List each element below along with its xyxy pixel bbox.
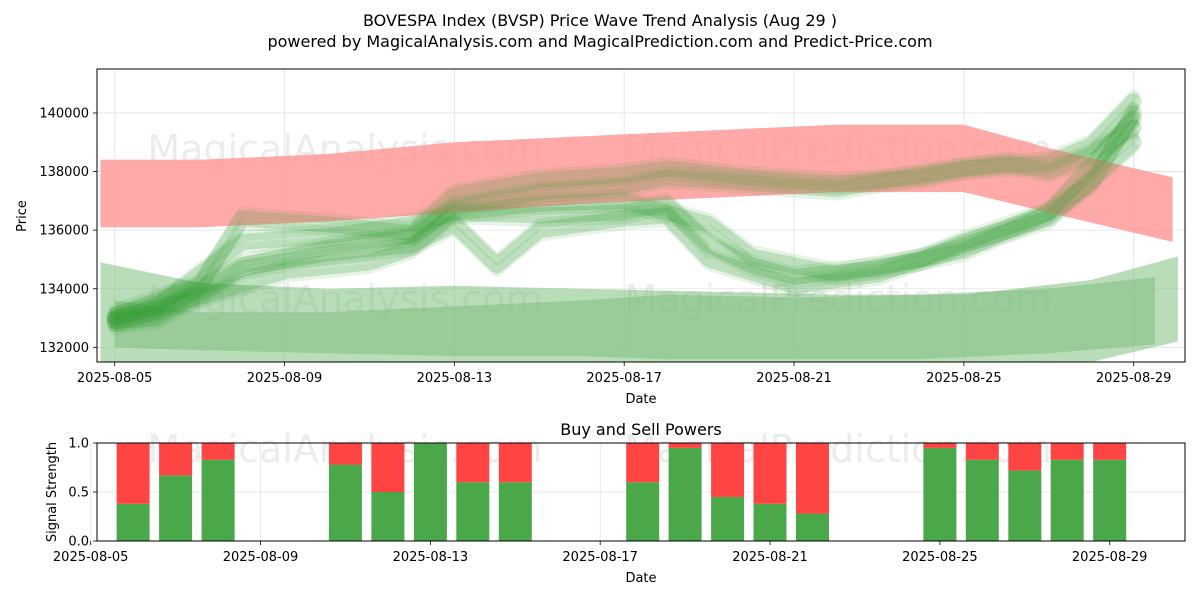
wave-stroke xyxy=(109,101,1140,318)
sell-bar xyxy=(498,443,532,483)
wave-stroke xyxy=(109,119,1140,330)
sell-bar xyxy=(923,443,957,448)
price-xtick-label: 2025-08-13 xyxy=(417,371,493,386)
price-xtick-label: 2025-08-05 xyxy=(77,371,153,386)
buy-bar xyxy=(328,464,362,541)
price-axis-ticks: 2025-08-05 2025-08-09 2025-08-13 2025-08-17… xyxy=(39,106,1171,386)
price-xtick-label: 2025-08-25 xyxy=(926,371,1002,386)
wave-stroke xyxy=(109,113,1140,330)
buy-bar xyxy=(1050,459,1084,541)
buy-bar xyxy=(1093,459,1127,541)
chart-subtitle: powered by MagicalAnalysis.com and Magic… xyxy=(267,32,932,51)
buy-bar xyxy=(456,482,490,541)
sell-bar xyxy=(159,443,193,476)
price-axes-frame xyxy=(96,68,1186,363)
powers-bars xyxy=(116,443,1127,541)
sell-bar xyxy=(796,443,829,514)
price-ylabel: Price xyxy=(15,200,30,232)
series-green-wave-1 xyxy=(106,116,1142,336)
price-xtick-label: 2025-08-09 xyxy=(247,371,323,386)
sell-bar xyxy=(371,443,405,492)
powers-ylabel: Signal Strength xyxy=(45,442,60,542)
sell-bar xyxy=(626,443,660,483)
wave-stroke xyxy=(106,134,1142,329)
sell-bar xyxy=(1093,443,1127,460)
price-wave-chart: MagicalAnalysis.com MagicalPrediction.co… xyxy=(15,68,1186,407)
sell-bar xyxy=(668,443,702,448)
buy-bar xyxy=(413,443,447,541)
powers-ytick-label: 0.0 xyxy=(68,535,89,550)
wave-stroke xyxy=(109,116,1140,324)
sell-bar xyxy=(965,443,999,460)
buy-bar xyxy=(923,447,957,541)
price-ytick-label: 140000 xyxy=(39,106,89,121)
price-xtick-label: 2025-08-21 xyxy=(756,371,832,386)
buy-bar xyxy=(498,482,532,541)
price-ytick-label: 138000 xyxy=(39,165,89,180)
buy-bar xyxy=(1008,470,1042,541)
powers-xtick-label: 2025-08-25 xyxy=(902,550,978,565)
wave-stroke xyxy=(109,142,1140,333)
buy-bar xyxy=(668,447,702,541)
powers-xtick-label: 2025-08-21 xyxy=(732,550,808,565)
powers-axis-ticks: 2025-08-05 2025-08-09 2025-08-13 2025-08-17… xyxy=(53,437,1148,566)
buy-bar xyxy=(116,503,150,541)
buy-bar xyxy=(711,496,745,541)
wave-stroke xyxy=(106,105,1142,327)
buy-bar xyxy=(201,459,235,541)
wave-stroke xyxy=(106,119,1142,332)
sell-bar xyxy=(1008,443,1042,471)
wave-stroke xyxy=(106,93,1142,324)
powers-xlabel: Date xyxy=(625,571,656,586)
sell-bar xyxy=(201,443,235,460)
powers-xtick-label: 2025-08-29 xyxy=(1072,550,1148,565)
wave-stroke xyxy=(106,110,1142,327)
buy-bar xyxy=(626,482,660,541)
powers-xtick-label: 2025-08-13 xyxy=(393,550,469,565)
buy-bar xyxy=(965,459,999,541)
powers-xtick-label: 2025-08-09 xyxy=(223,550,299,565)
series-green-wave-2 xyxy=(106,101,1142,330)
buy-bar xyxy=(371,492,405,541)
series-green-lower-band-2 xyxy=(114,277,1155,360)
sell-bar xyxy=(328,443,362,465)
price-ytick-label: 134000 xyxy=(39,282,89,297)
wave-stroke xyxy=(109,107,1140,318)
series-green-wave-3 xyxy=(106,130,1142,333)
powers-xtick-label: 2025-08-17 xyxy=(562,550,638,565)
series-red-forecast-band xyxy=(100,124,1173,242)
buy-sell-powers-chart: Buy and Sell Powers MagicalAnalysis.com … xyxy=(45,420,1186,586)
price-xtick-label: 2025-08-29 xyxy=(1096,371,1172,386)
sell-bar xyxy=(753,443,787,504)
wave-stroke xyxy=(109,130,1140,321)
powers-title: Buy and Sell Powers xyxy=(560,420,722,439)
sell-bar xyxy=(1050,443,1084,460)
price-xlabel: Date xyxy=(625,392,656,407)
buy-bar xyxy=(796,513,829,541)
wave-stroke xyxy=(109,101,1140,327)
series-red-forecast-band-overlay xyxy=(100,124,1173,242)
price-series xyxy=(100,89,1178,362)
price-ytick-label: 132000 xyxy=(39,341,89,356)
series-green-wave-4 xyxy=(106,89,1142,327)
powers-xtick-label: 2025-08-05 xyxy=(53,550,129,565)
sell-bar xyxy=(116,443,150,504)
buy-bar xyxy=(159,475,193,541)
chart-title: BOVESPA Index (BVSP) Price Wave Trend An… xyxy=(363,11,837,30)
buy-bar xyxy=(753,503,787,541)
sell-bar xyxy=(711,443,745,497)
powers-ytick-label: 1.0 xyxy=(68,437,89,452)
sell-bar xyxy=(456,443,490,483)
price-ytick-label: 136000 xyxy=(39,224,89,239)
wave-stroke xyxy=(109,128,1140,336)
price-xtick-label: 2025-08-17 xyxy=(586,371,662,386)
wave-stroke xyxy=(109,89,1140,315)
series-green-wave-5 xyxy=(106,107,1142,330)
powers-ytick-label: 0.5 xyxy=(68,486,89,501)
